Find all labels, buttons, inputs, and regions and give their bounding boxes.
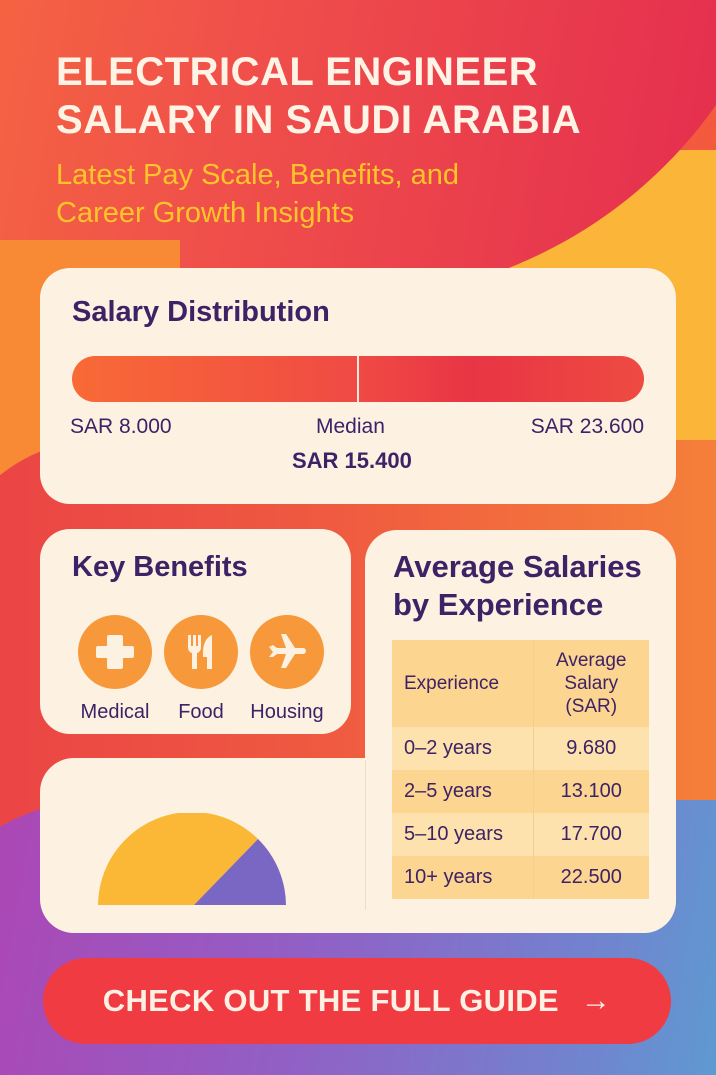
title-line-2: SALARY IN SAUDI ARABIA xyxy=(56,98,582,142)
half-donut-gauge xyxy=(98,813,286,905)
experience-cell: 5–10 years xyxy=(392,813,534,856)
max-salary-label: SAR 23.600 xyxy=(530,415,644,438)
gauge-segment-purple xyxy=(194,839,286,905)
table-header-row: Experience Average Salary (SAR) xyxy=(392,640,649,727)
cta-label: CHECK OUT THE FULL GUIDE xyxy=(102,983,559,1018)
average-salaries-title: Average Salaries by Experience xyxy=(393,548,673,624)
subtitle-line-2: Career Growth Insights xyxy=(56,197,355,229)
key-benefits-title: Key Benefits xyxy=(72,551,248,583)
page-subtitle: Latest Pay Scale, Benefits, and Career G… xyxy=(56,156,696,232)
arrow-right-icon: → xyxy=(580,984,612,1017)
table-row: 0–2 years 9.680 xyxy=(392,727,649,770)
header-line: Average xyxy=(556,650,627,671)
experience-cell: 0–2 years xyxy=(392,727,534,770)
salary-cell: 13.100 xyxy=(533,770,649,813)
salary-by-experience-table: Experience Average Salary (SAR) 0–2 year… xyxy=(392,640,649,899)
airplane-icon xyxy=(250,615,324,689)
fork-knife-icon xyxy=(164,615,238,689)
table-row: 2–5 years 13.100 xyxy=(392,770,649,813)
gauge-segment-yellow xyxy=(98,813,258,905)
experience-cell: 2–5 years xyxy=(392,770,534,813)
median-salary-value: SAR 15.400 xyxy=(292,448,412,473)
title-line-2: by Experience xyxy=(393,587,604,622)
page-title: ELECTRICAL ENGINEER SALARY IN SAUDI ARAB… xyxy=(56,48,696,144)
benefit-medical: Medical xyxy=(72,615,158,724)
benefit-food: Food xyxy=(158,615,244,724)
salary-cell: 9.680 xyxy=(533,727,649,770)
salary-cell: 17.700 xyxy=(533,813,649,856)
min-salary-label: SAR 8.000 xyxy=(70,415,172,438)
salary-cell: 22.500 xyxy=(533,856,649,899)
benefit-label: Housing xyxy=(250,701,324,723)
salary-distribution-title: Salary Distribution xyxy=(72,296,330,328)
subtitle-line-1: Latest Pay Scale, Benefits, and xyxy=(56,159,460,191)
medical-cross-icon xyxy=(78,615,152,689)
column-header-experience: Experience xyxy=(392,640,534,727)
median-marker xyxy=(357,356,359,402)
key-benefits-card: Key Benefits Medical Food Housing xyxy=(40,529,351,734)
table-row: 10+ years 22.500 xyxy=(392,856,649,899)
table-row: 5–10 years 17.700 xyxy=(392,813,649,856)
average-salaries-card: Average Salaries by Experience Experienc… xyxy=(365,530,676,933)
benefit-label: Medical xyxy=(80,701,150,723)
median-label: Median xyxy=(316,415,385,438)
column-header-average-salary: Average Salary (SAR) xyxy=(533,640,649,727)
full-guide-button[interactable]: CHECK OUT THE FULL GUIDE → xyxy=(43,958,671,1044)
benefit-label: Food xyxy=(178,701,224,723)
header-line: (SAR) xyxy=(565,696,618,717)
title-line-1: Average Salaries xyxy=(393,549,642,584)
card-divider xyxy=(365,760,366,910)
benefit-housing: Housing xyxy=(244,615,330,724)
header-line: Salary xyxy=(564,673,619,694)
header: ELECTRICAL ENGINEER SALARY IN SAUDI ARAB… xyxy=(56,48,696,232)
salary-distribution-card: Salary Distribution SAR 8.000 Median SAR… xyxy=(40,268,676,504)
experience-cell: 10+ years xyxy=(392,856,534,899)
title-line-1: ELECTRICAL ENGINEER xyxy=(56,50,539,94)
